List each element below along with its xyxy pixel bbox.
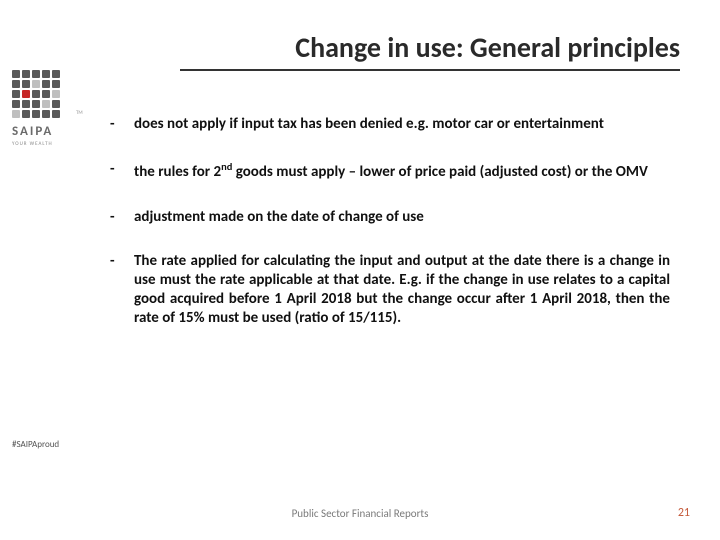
logo-cell [22, 100, 30, 108]
footer: Public Sector Financial Reports 21 [0, 506, 720, 520]
bullet-text: the rules for 2nd goods must apply – low… [134, 160, 670, 182]
slide: TM SAIPA YOUR WEALTH #SAIPAproud Change … [0, 0, 720, 540]
bullet-item: -the rules for 2nd goods must apply – lo… [110, 160, 670, 182]
page-number: 21 [678, 506, 690, 520]
logo-cell [52, 70, 60, 78]
logo-cell [52, 80, 60, 88]
logo-cell [22, 90, 30, 98]
logo-cell [12, 80, 20, 88]
bullet-item: -adjustment made on the date of change o… [110, 208, 670, 227]
logo-grid-icon [12, 70, 82, 118]
logo-cell [32, 90, 40, 98]
bullet-text: The rate applied for calculating the inp… [134, 252, 670, 327]
bullet-text: does not apply if input tax has been den… [134, 115, 670, 134]
bullet-text: adjustment made on the date of change of… [134, 208, 670, 227]
logo-name: SAIPA [12, 124, 82, 139]
logo-cell [12, 110, 20, 118]
bullet-dash: - [110, 252, 134, 327]
logo-cell [32, 80, 40, 88]
logo-cell [52, 90, 60, 98]
logo-tagline: YOUR WEALTH [12, 141, 82, 147]
logo-cell [42, 100, 50, 108]
logo-cell [42, 70, 50, 78]
logo-cell [22, 80, 30, 88]
hashtag: #SAIPAproud [12, 439, 59, 450]
logo-cell [12, 70, 20, 78]
logo-cell [42, 110, 50, 118]
logo-sidebar: TM SAIPA YOUR WEALTH [12, 70, 82, 147]
logo-cell [12, 90, 20, 98]
bullet-list: -does not apply if input tax has been de… [110, 115, 670, 353]
slide-title: Change in use: General principles [180, 30, 680, 71]
bullet-dash: - [110, 160, 134, 182]
logo-cell [12, 100, 20, 108]
bullet-dash: - [110, 115, 134, 134]
logo-cell [52, 100, 60, 108]
logo-cell [32, 110, 40, 118]
logo-cell [32, 70, 40, 78]
logo-cell [42, 80, 50, 88]
footer-text: Public Sector Financial Reports [292, 507, 429, 520]
logo-cell [22, 70, 30, 78]
trademark: TM [76, 110, 83, 116]
bullet-item: -does not apply if input tax has been de… [110, 115, 670, 134]
bullet-item: -The rate applied for calculating the in… [110, 252, 670, 327]
bullet-dash: - [110, 208, 134, 227]
logo-cell [52, 110, 60, 118]
logo-cell [32, 100, 40, 108]
logo-cell [42, 90, 50, 98]
logo-cell [22, 110, 30, 118]
